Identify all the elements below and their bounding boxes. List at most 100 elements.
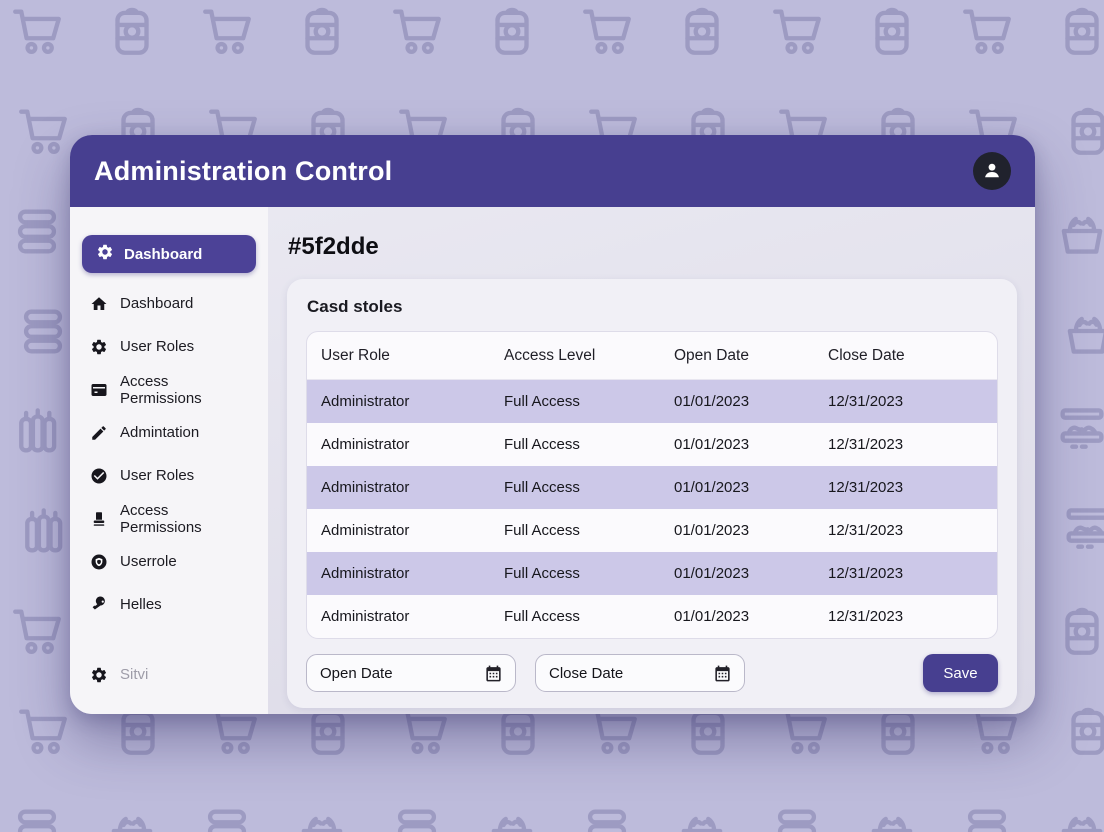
cell-user-role: Administrator bbox=[321, 479, 410, 496]
main-content: #5f2dde Casd stoles User Role Access Lev… bbox=[268, 207, 1035, 714]
sidebar-item-label: User Roles bbox=[120, 467, 195, 484]
cart-icon bbox=[13, 9, 61, 54]
cart-icon bbox=[203, 9, 251, 54]
table-row: Administrator Full Access 01/01/2023 12/… bbox=[307, 552, 997, 595]
sidebar-item-access-permissions-2[interactable]: Access Permissions bbox=[82, 497, 256, 540]
sidebar-item-helles[interactable]: Helles bbox=[82, 583, 256, 626]
cell-access-level: Full Access bbox=[504, 479, 580, 496]
cell-access-level: Full Access bbox=[504, 436, 580, 453]
sidebar-item-user-roles-2[interactable]: User Roles bbox=[82, 454, 256, 497]
burger-icon bbox=[967, 809, 1007, 832]
basket-icon bbox=[681, 816, 723, 832]
sidebar-item-dashboard-selected[interactable]: Dashboard bbox=[82, 235, 256, 273]
camera-can-icon bbox=[495, 7, 529, 55]
sidebar-item-label: User Roles bbox=[120, 338, 195, 355]
cart-icon bbox=[19, 709, 67, 754]
gear-icon bbox=[90, 666, 108, 684]
camera-can-icon bbox=[1065, 7, 1099, 55]
sidebar: Dashboard Dashboard User Roles Access Pe… bbox=[70, 207, 268, 714]
window-body: Dashboard Dashboard User Roles Access Pe… bbox=[70, 207, 1035, 714]
burger-icon bbox=[17, 809, 57, 832]
sidebar-item-label: Access Permissions bbox=[120, 501, 202, 536]
basket-icon bbox=[1061, 216, 1103, 254]
burger-icon bbox=[777, 809, 817, 832]
sidebar-item-label: Admintation bbox=[120, 424, 200, 441]
camera-can-icon bbox=[115, 7, 149, 55]
roles-table: User Role Access Level Open Date Close D… bbox=[306, 331, 998, 639]
bottles-icon bbox=[19, 408, 57, 453]
table-row: Administrator Full Access 01/01/2023 12/… bbox=[307, 509, 997, 552]
check-circle-icon bbox=[90, 467, 108, 485]
home-icon bbox=[90, 295, 108, 313]
window-header: Administration Control bbox=[70, 135, 1035, 207]
basket-icon bbox=[1067, 316, 1104, 354]
open-date-label: Open Date bbox=[320, 664, 393, 682]
cart-icon bbox=[773, 9, 821, 54]
camera-can-icon bbox=[1071, 707, 1104, 755]
window-title: Administration Control bbox=[94, 155, 393, 186]
administration-window: Administration Control Dashboard Dashboa… bbox=[70, 135, 1035, 714]
basket-icon bbox=[111, 816, 153, 832]
gear-icon bbox=[90, 338, 108, 356]
basket-icon bbox=[301, 816, 343, 832]
table-row: Administrator Full Access 01/01/2023 12/… bbox=[307, 423, 997, 466]
burger-icon bbox=[207, 809, 247, 832]
page-title: #5f2dde bbox=[288, 233, 379, 260]
person-icon bbox=[980, 159, 1004, 183]
sidebar-item-sitvi[interactable]: Sitvi bbox=[82, 653, 256, 696]
cell-user-role: Administrator bbox=[321, 436, 410, 453]
sidebar-item-dashboard[interactable]: Dashboard bbox=[82, 282, 256, 325]
camera-can-icon bbox=[685, 7, 719, 55]
cell-access-level: Full Access bbox=[504, 608, 580, 625]
bottles-icon bbox=[25, 508, 63, 553]
camera-can-icon bbox=[1065, 607, 1099, 655]
sidebar-item-access-permissions[interactable]: Access Permissions bbox=[82, 368, 256, 411]
sidebar-item-user-roles[interactable]: User Roles bbox=[82, 325, 256, 368]
cell-close-date: 12/31/2023 bbox=[828, 479, 904, 496]
camera-can-icon bbox=[1071, 107, 1104, 155]
sidebar-item-userrole[interactable]: Userrole bbox=[82, 540, 256, 583]
open-date-input[interactable]: Open Date bbox=[306, 654, 516, 692]
cell-open-date: 01/01/2023 bbox=[674, 608, 750, 625]
cart-icon bbox=[583, 9, 631, 54]
cell-user-role: Administrator bbox=[321, 393, 410, 410]
sidebar-item-admintation[interactable]: Admintation bbox=[82, 411, 256, 454]
user-avatar[interactable] bbox=[973, 152, 1011, 190]
column-header-access-level: Access Level bbox=[504, 346, 596, 364]
basket-icon bbox=[871, 816, 913, 832]
save-button[interactable]: Save bbox=[923, 654, 998, 692]
table-row: Administrator Full Access 01/01/2023 12/… bbox=[307, 380, 997, 423]
sidebar-item-label: Access Permissions bbox=[120, 372, 202, 407]
cell-open-date: 01/01/2023 bbox=[674, 565, 750, 582]
column-header-open-date: Open Date bbox=[674, 346, 749, 364]
cell-close-date: 12/31/2023 bbox=[828, 436, 904, 453]
burger-icon bbox=[23, 309, 63, 354]
card-footer: Open Date Close Date Save bbox=[306, 654, 998, 692]
cell-close-date: 12/31/2023 bbox=[828, 393, 904, 410]
cell-user-role: Administrator bbox=[321, 608, 410, 625]
cell-access-level: Full Access bbox=[504, 565, 580, 582]
table-card: Casd stoles User Role Access Level Open … bbox=[287, 279, 1017, 708]
close-date-input[interactable]: Close Date bbox=[535, 654, 745, 692]
shield-circle-icon bbox=[90, 553, 108, 571]
sidebar-item-label: Userrole bbox=[120, 553, 177, 570]
table-row: Administrator Full Access 01/01/2023 12/… bbox=[307, 595, 997, 638]
cart-icon bbox=[393, 9, 441, 54]
pencil-icon bbox=[90, 424, 108, 442]
stamp-icon bbox=[90, 510, 108, 528]
cell-open-date: 01/01/2023 bbox=[674, 522, 750, 539]
cart-icon bbox=[13, 609, 61, 654]
sidebar-item-label: Sitvi bbox=[120, 666, 149, 683]
table-header-row: User Role Access Level Open Date Close D… bbox=[307, 332, 997, 380]
gear-icon bbox=[96, 243, 114, 265]
cell-access-level: Full Access bbox=[504, 393, 580, 410]
basket-icon bbox=[491, 816, 533, 832]
cell-user-role: Administrator bbox=[321, 522, 410, 539]
basket-icon bbox=[1061, 816, 1103, 832]
close-date-label: Close Date bbox=[549, 664, 624, 682]
table-row: Administrator Full Access 01/01/2023 12/… bbox=[307, 466, 997, 509]
column-header-user-role: User Role bbox=[321, 346, 390, 364]
card-title: Casd stoles bbox=[307, 297, 403, 316]
cart-icon bbox=[963, 9, 1011, 54]
camera-can-icon bbox=[875, 7, 909, 55]
